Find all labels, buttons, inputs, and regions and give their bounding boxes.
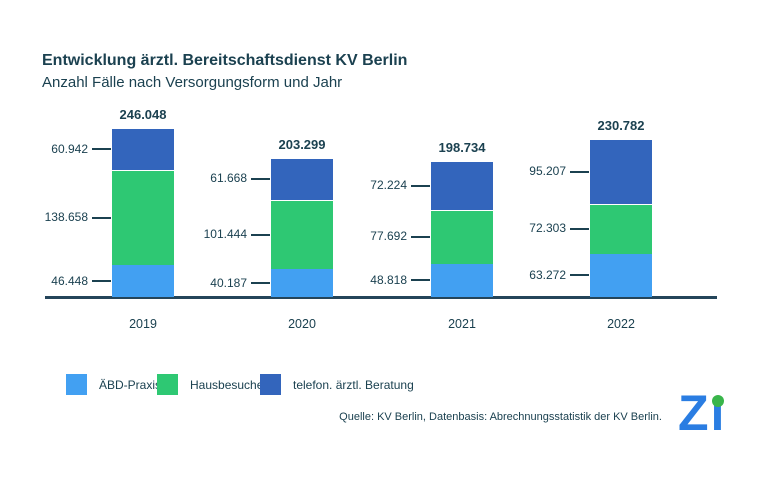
bar-segment-2020-1	[271, 199, 333, 270]
legend-label-aebd-praxis: ÄBD-Praxis	[99, 377, 162, 392]
segment-value-label: 63.272	[529, 267, 566, 282]
zi-logo: Zı	[678, 388, 748, 443]
bar-segment-2019-1	[112, 170, 174, 266]
legend-item-telefon-beratung: telefon. ärztl. Beratung	[260, 374, 414, 395]
label-tick	[411, 279, 430, 282]
x-axis-line	[45, 296, 717, 299]
segment-value-label: 101.444	[203, 227, 247, 242]
segment-value-label: 60.942	[51, 141, 88, 156]
bar-total-label: 230.782	[597, 117, 645, 133]
legend-swatch-aebd-praxis	[66, 374, 87, 395]
legend-item-aebd-praxis: ÄBD-Praxis	[66, 374, 161, 395]
bar-total-label: 246.048	[119, 107, 167, 123]
bar-segment-2022-1	[590, 204, 652, 254]
segment-value-label: 72.303	[529, 221, 566, 236]
x-axis-label-2020: 2020	[288, 317, 316, 331]
segment-value-label: 95.207	[529, 164, 566, 179]
legend-label-telefon-beratung: telefon. ärztl. Beratung	[293, 377, 414, 392]
x-axis-label-2019: 2019	[129, 317, 157, 331]
legend-swatch-telefon-beratung	[260, 374, 281, 395]
bar-segment-2022-2	[590, 138, 652, 205]
segment-value-label: 46.448	[51, 273, 88, 288]
legend-swatch-hausbesuche	[157, 374, 178, 395]
segment-value-label: 138.658	[44, 210, 88, 225]
segment-value-label: 77.692	[370, 229, 407, 244]
bar-segment-2021-1	[431, 210, 493, 264]
label-tick	[251, 233, 270, 236]
segment-value-label: 40.187	[210, 275, 247, 290]
zi-logo-text: Zı	[678, 385, 727, 441]
bar-segment-2019-2	[112, 128, 174, 171]
source-note: Quelle: KV Berlin, Datenbasis: Abrechnun…	[339, 411, 662, 423]
bar-total-label: 198.734	[438, 139, 486, 155]
legend: ÄBD-Praxis Hausbesuche telefon. ärztl. B…	[0, 374, 760, 396]
bar-segment-2021-2	[431, 160, 493, 211]
x-axis-label-2021: 2021	[448, 317, 476, 331]
x-axis-label-2022: 2022	[607, 317, 635, 331]
label-tick	[92, 216, 111, 219]
label-tick	[570, 170, 589, 173]
label-tick	[570, 274, 589, 277]
legend-label-hausbesuche: Hausbesuche	[190, 377, 264, 392]
label-tick	[251, 282, 270, 285]
label-tick	[411, 184, 430, 187]
bar-segment-2020-2	[271, 157, 333, 200]
label-tick	[251, 177, 270, 180]
segment-value-label: 61.668	[210, 171, 247, 186]
chart-subtitle: Anzahl Fälle nach Versorgungsform und Ja…	[42, 74, 343, 91]
zi-logo-dot	[712, 395, 724, 407]
label-tick	[92, 148, 111, 151]
bar-segment-2020-0	[271, 269, 333, 297]
label-tick	[92, 280, 111, 283]
segment-value-label: 48.818	[370, 272, 407, 287]
bar-segment-2021-0	[431, 263, 493, 297]
bar-segment-2022-0	[590, 253, 652, 297]
label-tick	[411, 235, 430, 238]
bar-segment-2019-0	[112, 265, 174, 297]
legend-item-hausbesuche: Hausbesuche	[157, 374, 263, 395]
bar-total-label: 203.299	[278, 136, 326, 152]
segment-value-label: 72.224	[370, 178, 407, 193]
chart-title: Entwicklung ärztl. Bereitschaftsdienst K…	[42, 52, 408, 69]
label-tick	[570, 227, 589, 230]
